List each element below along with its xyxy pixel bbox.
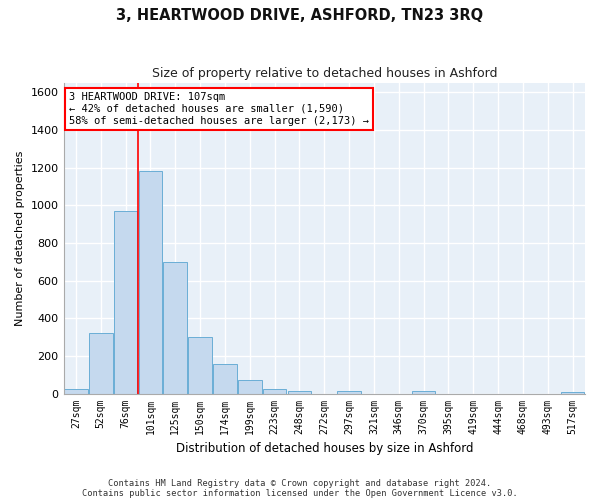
Title: Size of property relative to detached houses in Ashford: Size of property relative to detached ho… (152, 68, 497, 80)
Bar (412, 390, 436, 394)
Text: 3 HEARTWOOD DRIVE: 107sqm
← 42% of detached houses are smaller (1,590)
58% of se: 3 HEARTWOOD DRIVE: 107sqm ← 42% of detac… (69, 92, 369, 126)
Y-axis label: Number of detached properties: Number of detached properties (15, 150, 25, 326)
Bar (213, 364, 237, 394)
Bar (114, 211, 137, 394)
Bar (287, 390, 311, 394)
Text: Contains public sector information licensed under the Open Government Licence v3: Contains public sector information licen… (82, 488, 518, 498)
Bar (337, 390, 361, 394)
Bar (561, 392, 584, 394)
Text: 3, HEARTWOOD DRIVE, ASHFORD, TN23 3RQ: 3, HEARTWOOD DRIVE, ASHFORD, TN23 3RQ (116, 8, 484, 22)
Bar (139, 170, 162, 394)
Bar (263, 389, 286, 394)
Bar (89, 334, 113, 394)
Text: Contains HM Land Registry data © Crown copyright and database right 2024.: Contains HM Land Registry data © Crown c… (109, 478, 491, 488)
Bar (163, 262, 187, 394)
Bar (188, 337, 212, 394)
X-axis label: Distribution of detached houses by size in Ashford: Distribution of detached houses by size … (176, 442, 473, 455)
Bar (64, 389, 88, 394)
Bar (238, 380, 262, 394)
